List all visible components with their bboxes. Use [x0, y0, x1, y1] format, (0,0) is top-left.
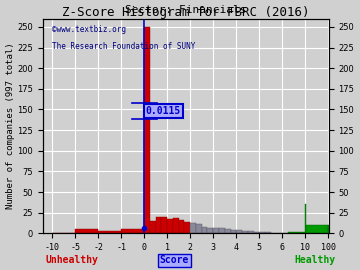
- Bar: [162, 217, 167, 233]
- Bar: [248, 231, 253, 233]
- Y-axis label: Number of companies (997 total): Number of companies (997 total): [5, 43, 14, 209]
- Text: 0.0115: 0.0115: [145, 106, 181, 116]
- Bar: [213, 228, 219, 233]
- Text: Score: Score: [160, 255, 189, 265]
- Bar: [282, 232, 288, 233]
- Text: Unhealthy: Unhealthy: [45, 255, 98, 265]
- Bar: [242, 231, 248, 233]
- Text: Sector: Financials: Sector: Financials: [125, 5, 247, 15]
- Bar: [230, 230, 236, 233]
- Bar: [207, 228, 213, 233]
- Text: The Research Foundation of SUNY: The Research Foundation of SUNY: [51, 42, 195, 51]
- Bar: [225, 229, 230, 233]
- Bar: [144, 27, 150, 233]
- Title: Z-Score Histogram for FBRC (2016): Z-Score Histogram for FBRC (2016): [62, 6, 310, 19]
- Bar: [52, 232, 75, 233]
- Bar: [236, 230, 242, 233]
- Text: ©www.textbiz.org: ©www.textbiz.org: [51, 25, 126, 34]
- Bar: [265, 232, 271, 233]
- Bar: [179, 220, 184, 233]
- Bar: [271, 232, 276, 233]
- Bar: [173, 218, 179, 233]
- Bar: [150, 221, 156, 233]
- Bar: [98, 231, 121, 233]
- Bar: [156, 217, 162, 233]
- Bar: [219, 228, 225, 233]
- Bar: [202, 227, 207, 233]
- Bar: [184, 222, 190, 233]
- Bar: [288, 232, 305, 233]
- Bar: [196, 224, 202, 233]
- Bar: [306, 225, 328, 233]
- Bar: [253, 232, 259, 233]
- Bar: [75, 229, 98, 233]
- Bar: [276, 232, 282, 233]
- Bar: [259, 232, 265, 233]
- Bar: [167, 219, 173, 233]
- Bar: [121, 229, 144, 233]
- Bar: [190, 224, 196, 233]
- Text: Healthy: Healthy: [294, 255, 335, 265]
